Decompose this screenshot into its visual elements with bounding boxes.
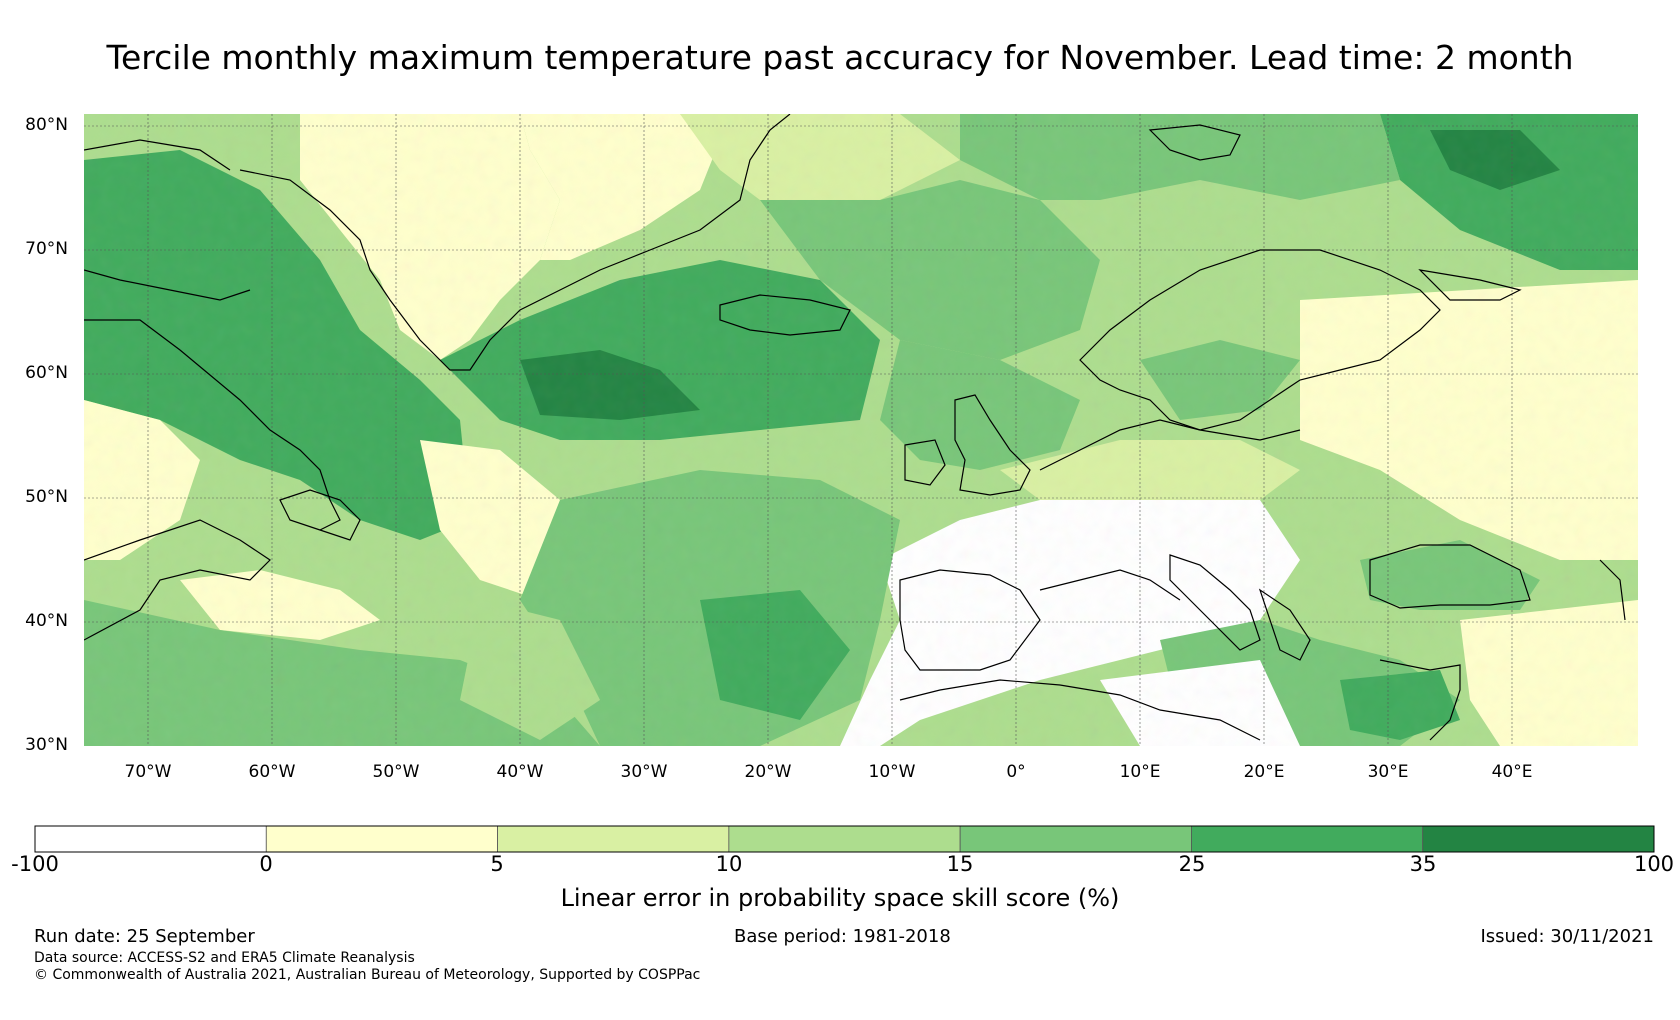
colorbar-segment-2 bbox=[497, 825, 730, 853]
colorbar-segment-4 bbox=[959, 825, 1192, 853]
coast-nova-scotia bbox=[84, 519, 271, 641]
cbar-tick-25: 25 bbox=[1178, 852, 1206, 876]
lon-label-10E: 10°E bbox=[1119, 762, 1161, 782]
colorbar-segment-3 bbox=[728, 825, 961, 853]
coast-balkans bbox=[1258, 588, 1311, 661]
copyright: © Commonwealth of Australia 2021, Austra… bbox=[34, 967, 701, 983]
coast-black-sea bbox=[1369, 544, 1531, 609]
lat-label-70N: 70°N bbox=[25, 239, 68, 259]
lon-label-10W: 10°W bbox=[868, 762, 916, 782]
coast-iberia bbox=[899, 569, 1041, 671]
lat-label-60N: 60°N bbox=[25, 363, 68, 383]
field-texture bbox=[84, 114, 1638, 746]
coast-iceland bbox=[719, 294, 851, 336]
lon-label-40W: 40°W bbox=[496, 762, 544, 782]
coast-newfoundland bbox=[279, 489, 361, 541]
lon-label-20E: 20°E bbox=[1243, 762, 1285, 782]
coast-svalbard bbox=[1148, 124, 1241, 161]
coast-novaya bbox=[1418, 269, 1522, 301]
coastlines bbox=[84, 114, 1626, 741]
data-source: Data source: ACCESS-S2 and ERA5 Climate … bbox=[34, 950, 415, 966]
colorbar-segment-5 bbox=[1191, 825, 1424, 853]
coast-france-med bbox=[1039, 569, 1181, 601]
coast-europe-north bbox=[1039, 419, 1301, 471]
coast-caspian bbox=[1599, 559, 1626, 621]
colorbar-label: Linear error in probability space skill … bbox=[560, 884, 1120, 912]
coast-italy bbox=[1169, 554, 1261, 651]
issued-date: Issued: 30/11/2021 bbox=[1480, 926, 1654, 947]
coast-turkey-levant bbox=[1379, 659, 1461, 741]
base-period: Base period: 1981-2018 bbox=[734, 926, 951, 947]
graticule bbox=[84, 114, 1638, 746]
lon-label-60W: 60°W bbox=[248, 762, 296, 782]
lat-label-30N: 30°N bbox=[25, 735, 68, 755]
coast-scandinavia bbox=[1079, 249, 1441, 431]
lat-label-80N: 80°N bbox=[25, 115, 68, 135]
colorbar-segment-6 bbox=[1422, 825, 1655, 853]
coast-greenland bbox=[239, 114, 791, 371]
coast-uk bbox=[954, 394, 1031, 496]
colorbar-segment-1 bbox=[265, 825, 498, 853]
lon-label-30W: 30°W bbox=[620, 762, 668, 782]
lon-label-70W: 70°W bbox=[124, 762, 172, 782]
run-date: Run date: 25 September bbox=[34, 926, 255, 947]
coast-hudson bbox=[84, 269, 251, 301]
coast-baffin bbox=[84, 139, 231, 171]
chart-title: Tercile monthly maximum temperature past… bbox=[106, 38, 1574, 77]
coast-labrador bbox=[84, 319, 341, 531]
lon-label-50W: 50°W bbox=[372, 762, 420, 782]
cbar-tick-5: 5 bbox=[490, 852, 504, 876]
lat-label-50N: 50°N bbox=[25, 487, 68, 507]
cbar-tick-0: 0 bbox=[259, 852, 273, 876]
colorbar-segment-0 bbox=[34, 825, 267, 853]
lat-label-40N: 40°N bbox=[25, 611, 68, 631]
lon-label-0: 0° bbox=[1006, 762, 1026, 782]
colorbar-frame bbox=[34, 825, 1655, 853]
skill-field bbox=[84, 114, 1638, 746]
cbar-tick-10: 10 bbox=[715, 852, 743, 876]
cbar-tick-neg100: -100 bbox=[11, 852, 59, 876]
lon-label-20W: 20°W bbox=[744, 762, 792, 782]
colorbar bbox=[34, 825, 1655, 853]
cbar-tick-100: 100 bbox=[1633, 852, 1675, 876]
lon-label-40E: 40°E bbox=[1491, 762, 1533, 782]
coast-ireland bbox=[904, 439, 946, 486]
lon-label-30E: 30°E bbox=[1367, 762, 1409, 782]
cbar-tick-35: 35 bbox=[1409, 852, 1437, 876]
coast-north-africa bbox=[899, 679, 1261, 741]
cbar-tick-15: 15 bbox=[946, 852, 974, 876]
